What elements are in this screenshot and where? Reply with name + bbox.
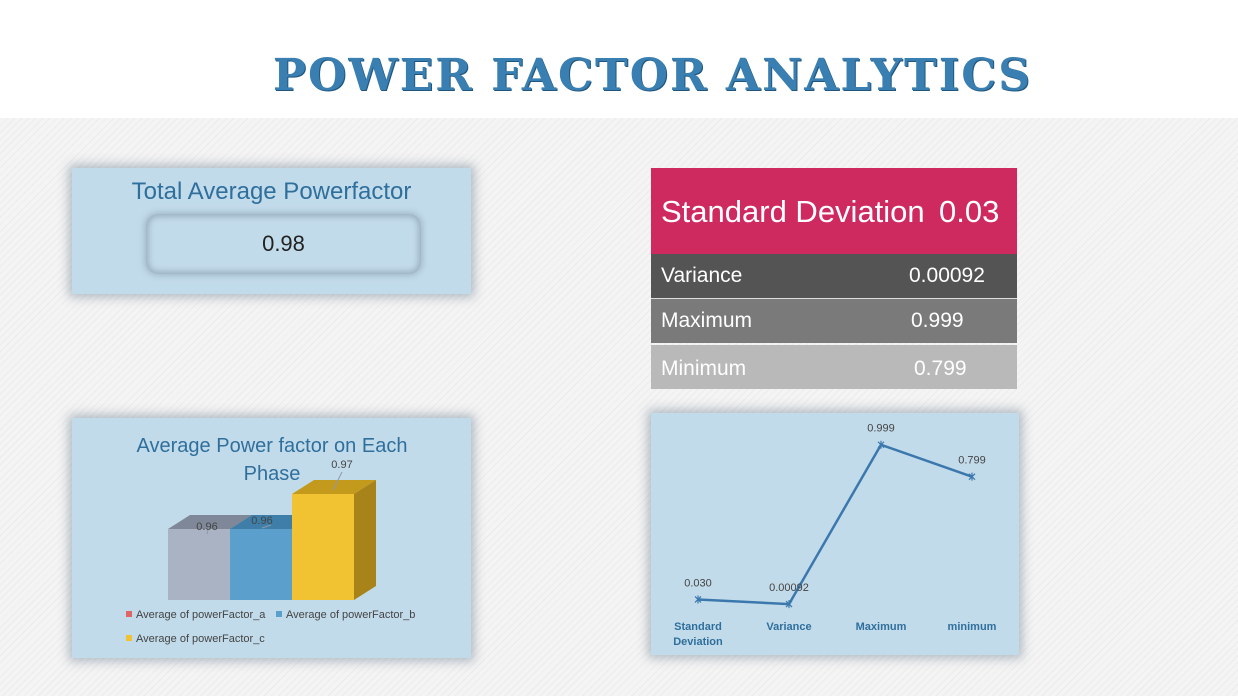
line-data-label-2: 0.999 [867, 423, 895, 435]
line-point-0 [694, 595, 702, 604]
bar-chart-title-line-2: Phase [244, 463, 301, 485]
line-point-1 [785, 600, 793, 609]
x-tick-label-0-line-2: Deviation [673, 636, 723, 648]
bar-data-label-0: 0.96 [196, 521, 217, 533]
legend-label-1: Average of powerFactor_b [286, 609, 415, 621]
line-point-2 [877, 440, 885, 449]
bar-top-0 [168, 515, 252, 529]
line-point-3 [968, 472, 976, 481]
bar-0 [168, 529, 230, 600]
minimum-value: 0.799 [914, 357, 967, 380]
page-title: POWER FACTOR ANALYTICS [272, 50, 1033, 101]
maximum-row: Maximum 0.999 [651, 298, 1017, 343]
stats-line-chart: 0.030 0.00092 0.999 0.799 Standard Deviation V… [673, 423, 997, 648]
bar-label-leader-0 [206, 524, 210, 535]
bar-1 [230, 529, 292, 600]
line-series [697, 443, 973, 606]
bar-side-2 [354, 480, 376, 600]
legend-marker-0 [126, 611, 132, 617]
legend-label-0: Average of powerFactor_a [136, 609, 266, 621]
x-tick-label-1: Variance [766, 621, 811, 633]
line-data-label-1: 0.00092 [769, 582, 809, 594]
legend-marker-1 [276, 611, 282, 617]
std-deviation-row: Standard Deviation 0.03 [651, 168, 1017, 254]
variance-value: 0.00092 [909, 264, 985, 287]
maximum-label: Maximum [661, 309, 753, 332]
minimum-label: Minimum [661, 357, 747, 380]
line-data-label-0: 0.030 [684, 577, 712, 589]
legend-label-2: Average of powerFactor_c [136, 633, 265, 645]
variance-row: Variance 0.00092 [651, 254, 1017, 298]
bar-chart-title-line-1: Average Power factor on Each [137, 435, 408, 457]
phase-bar-chart: Average Power factor on Each Phase 0.96 0… [126, 435, 415, 645]
minimum-row: Minimum 0.799 [651, 345, 1017, 389]
total-average-powerfactor-card: Total Average Powerfactor 0.98 [72, 168, 471, 294]
bar-data-label-2: 0.97 [331, 459, 352, 471]
x-tick-label-3: minimum [948, 621, 997, 633]
phase-bar-chart-card: Average Power factor on Each Phase 0.96 0… [72, 418, 471, 658]
maximum-value: 0.999 [911, 309, 964, 332]
bar-label-leader-1 [261, 524, 272, 529]
stats-line-chart-card: 0.030 0.00092 0.999 0.799 Standard Deviation V… [651, 413, 1019, 655]
variance-label: Variance [661, 264, 743, 287]
std-deviation-value: 0.03 [939, 194, 1000, 229]
legend-marker-2 [126, 635, 132, 641]
x-tick-label-2: Maximum [856, 621, 907, 633]
kpi-value: 0.98 [146, 214, 421, 274]
line-data-label-3: 0.799 [958, 455, 986, 467]
std-deviation-label: Standard Deviation [661, 194, 925, 229]
statistics-panel: Standard Deviation 0.03 Variance 0.00092… [651, 168, 1017, 389]
x-tick-label-0: Standard [674, 621, 722, 633]
bar-2 [292, 494, 354, 600]
kpi-title: Total Average Powerfactor [131, 178, 412, 205]
bar-data-label-1: 0.96 [251, 515, 272, 527]
bar-label-leader-2 [332, 471, 343, 491]
